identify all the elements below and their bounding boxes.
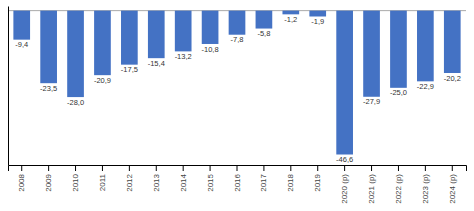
x-tick: 2009 <box>44 165 53 192</box>
x-tick-mark <box>398 165 399 171</box>
x-tick: 2012 <box>125 165 134 192</box>
x-tick-label: 2024 (p) <box>448 174 457 204</box>
x-tick-mark <box>344 165 345 171</box>
x-tick: 2013 <box>152 165 161 192</box>
data-label: -20,9 <box>94 76 111 85</box>
x-tick-label: 2016 <box>233 173 242 191</box>
bar <box>40 11 57 84</box>
bar <box>363 11 380 97</box>
bar <box>444 11 461 73</box>
x-tick: 2015 <box>206 165 215 192</box>
bar <box>202 11 219 44</box>
x-tick-label: 2009 <box>44 173 53 191</box>
x-tick: 2020 (p) <box>340 165 349 204</box>
bar <box>417 11 434 82</box>
x-tick: 2016 <box>233 165 242 192</box>
x-tick-mark <box>129 165 130 171</box>
x-tick-label: 2013 <box>152 173 161 191</box>
x-tick: 2018 <box>286 165 295 192</box>
bar <box>229 11 246 35</box>
data-label: -27,9 <box>363 97 380 106</box>
bar <box>282 11 299 15</box>
x-tick-label: 2017 <box>259 173 268 191</box>
bar <box>256 11 273 29</box>
x-tick-mark <box>290 165 291 171</box>
x-tick-mark <box>102 165 103 171</box>
bar <box>67 11 84 97</box>
x-tick-mark <box>263 165 264 171</box>
y-axis-line <box>8 7 9 166</box>
data-label: -28,0 <box>67 98 84 107</box>
bar <box>13 11 30 40</box>
bar <box>336 11 353 155</box>
data-label: -1,9 <box>311 17 324 26</box>
data-label: -7,8 <box>231 35 244 44</box>
x-tick: 2024 (p) <box>448 165 457 204</box>
x-axis-line <box>9 166 467 172</box>
x-tick: 2010 <box>71 165 80 192</box>
x-tick: 2014 <box>179 165 188 192</box>
data-label: -15,4 <box>148 59 165 68</box>
x-tick-label: 2018 <box>286 173 295 191</box>
bars <box>13 11 460 155</box>
x-tick-label: 2010 <box>71 173 80 191</box>
x-tick-label: 2008 <box>17 173 26 191</box>
x-tick-mark <box>21 165 22 171</box>
x-tick-mark <box>75 165 76 171</box>
x-tick-mark <box>452 165 453 171</box>
bar <box>148 11 165 59</box>
plot: 2008 2009 2010 2011 2012 2013 2014 2015 2016 2017… <box>8 7 467 204</box>
x-tick-mark <box>183 165 184 171</box>
x-tick-label: 2021 (p) <box>367 174 376 204</box>
chart: 2008 2009 2010 2011 2012 2013 2014 2015 2016 2017… <box>0 0 474 211</box>
x-tick-label: 2012 <box>125 173 134 191</box>
x-tick-label: 2011 <box>98 173 107 191</box>
data-label: -25,0 <box>390 88 407 97</box>
data-label: -5,8 <box>257 29 270 38</box>
x-tick-mark <box>156 165 157 171</box>
x-tick-mark <box>48 165 49 171</box>
data-label: -22,9 <box>417 82 434 91</box>
x-tick-label: 2015 <box>206 173 215 191</box>
bar <box>121 11 138 65</box>
x-tick: 2017 <box>259 165 268 192</box>
x-tick: 2019 <box>313 165 322 192</box>
x-tick-label: 2014 <box>179 173 188 191</box>
bar <box>390 11 407 88</box>
x-tick-mark <box>371 165 372 171</box>
x-tick: 2008 <box>17 165 26 192</box>
data-label: -46,6 <box>336 155 353 164</box>
x-tick-label: 2020 (p) <box>340 174 349 204</box>
bar <box>309 11 326 17</box>
x-tick-mark <box>425 165 426 171</box>
bar <box>175 11 192 52</box>
x-tick: 2011 <box>98 165 107 191</box>
x-tick-label: 2019 <box>313 173 322 191</box>
x-tick-mark <box>237 165 238 171</box>
bar <box>94 11 111 76</box>
data-label: -9,4 <box>15 40 28 49</box>
data-label: -17,5 <box>121 65 138 74</box>
x-tick: 2022 (p) <box>394 165 403 204</box>
data-label: -13,2 <box>175 52 192 61</box>
x-axis: 2008 2009 2010 2011 2012 2013 2014 2015 2016 2017… <box>9 165 467 204</box>
x-tick: 2023 (p) <box>421 165 430 204</box>
x-tick-mark <box>210 165 211 171</box>
x-tick-label: 2023 (p) <box>421 174 430 204</box>
data-label: -1,2 <box>284 15 297 24</box>
x-tick-label: 2022 (p) <box>394 174 403 204</box>
data-label: -20,2 <box>444 74 461 83</box>
data-labels: -9,4 -23,5 -28,0 -20,9 -17,5 -15,4 -13,2 -10,8 -… <box>15 15 461 164</box>
data-label: -10,8 <box>202 45 219 54</box>
x-tick-mark <box>317 165 318 171</box>
y-axis <box>8 7 9 166</box>
data-label: -23,5 <box>40 84 57 93</box>
x-tick: 2021 (p) <box>367 165 376 204</box>
